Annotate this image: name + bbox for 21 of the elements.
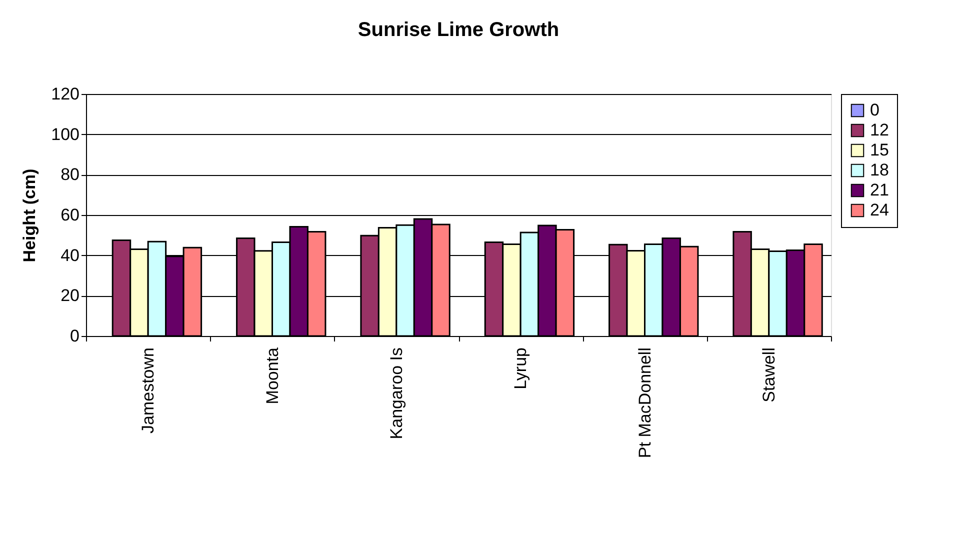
y-axis-title: Height (cm) [20, 168, 40, 262]
x-tick-label: Lyrup [511, 348, 530, 390]
legend-label: 0 [870, 100, 880, 120]
chart-title: Sunrise Lime Growth [358, 19, 560, 41]
x-tick-label: Stawell [759, 348, 778, 402]
y-tick-label: 120 [51, 84, 80, 104]
legend-label: 21 [870, 180, 889, 200]
x-tick-label: Moonta [262, 346, 282, 404]
y-tick-label: 60 [60, 206, 80, 224]
x-tick-label: Kangaroo Is [386, 348, 406, 440]
y-tick-label: 20 [60, 286, 80, 306]
legend-label: 12 [870, 120, 889, 140]
legend-label: 15 [870, 140, 889, 160]
legend-label: 18 [870, 160, 889, 180]
y-tick-label: 0 [70, 326, 80, 346]
y-tick-label: 100 [51, 124, 80, 144]
x-tick-label: Pt MacDonnell [635, 348, 654, 458]
y-tick-label: 40 [60, 246, 80, 265]
y-tick-label: 80 [60, 165, 80, 184]
x-tick-label: Jamestown [138, 348, 158, 434]
legend-label: 24 [870, 200, 889, 220]
